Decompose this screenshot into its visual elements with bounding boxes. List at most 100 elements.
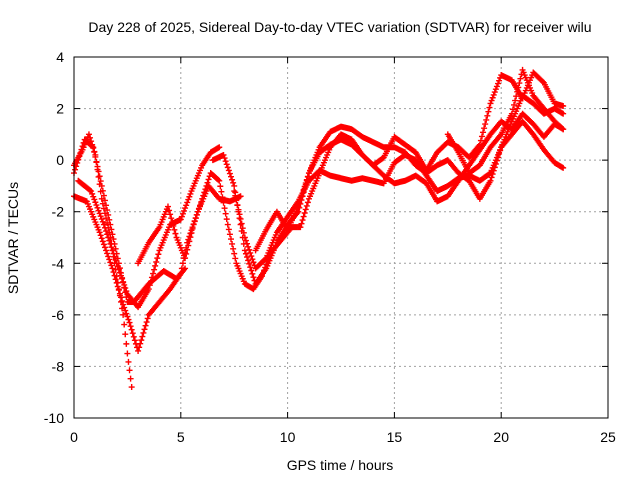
data-point (512, 97, 519, 104)
data-point (143, 319, 150, 326)
data-point (121, 281, 128, 288)
data-point (186, 193, 193, 200)
data-point (231, 188, 238, 195)
data-point (125, 316, 132, 323)
data-point (511, 101, 518, 108)
data-point (182, 205, 189, 212)
data-point (72, 166, 79, 173)
data-point (98, 182, 105, 189)
data-point (476, 141, 483, 148)
data-point (115, 287, 122, 294)
data-point (126, 319, 133, 326)
data-point (237, 221, 244, 228)
x-tick-label: 25 (600, 429, 616, 445)
data-point (107, 259, 114, 266)
plot-frame (73, 56, 609, 419)
data-point (117, 272, 124, 279)
data-point (226, 231, 233, 238)
data-point (96, 210, 103, 217)
data-point (298, 220, 305, 227)
data-point (97, 213, 104, 220)
data-point (237, 193, 244, 200)
data-point (297, 224, 304, 231)
data-point (119, 297, 126, 304)
data-point (246, 246, 253, 253)
series-trace-9 (444, 66, 567, 177)
y-axis-label: SDTVAR / TECUs (5, 182, 21, 294)
data-point (222, 210, 229, 217)
data-point (99, 238, 106, 245)
data-point (221, 205, 228, 212)
data-point (138, 337, 145, 344)
data-point (103, 202, 110, 209)
y-tick-label: -6 (52, 307, 65, 323)
data-point (127, 375, 134, 382)
data-point (201, 189, 208, 196)
data-point (101, 244, 108, 251)
data-point (297, 196, 304, 203)
data-point (303, 202, 310, 209)
data-point (216, 144, 223, 151)
data-point (188, 229, 195, 236)
data-point (179, 210, 186, 217)
data-point (91, 196, 98, 203)
data-point (182, 255, 189, 262)
data-point (120, 311, 127, 318)
data-point (492, 86, 499, 93)
data-point (229, 176, 236, 183)
data-point (94, 163, 101, 170)
data-point (219, 194, 226, 201)
data-point (122, 285, 129, 292)
data-point (560, 126, 567, 133)
data-point (223, 161, 230, 168)
data-point (513, 93, 520, 100)
data-point (105, 253, 112, 260)
data-point (101, 224, 108, 231)
data-point (74, 159, 81, 166)
data-point (487, 177, 494, 184)
data-point (244, 240, 251, 247)
data-point (236, 211, 243, 218)
data-point (170, 222, 177, 229)
data-point (299, 217, 306, 224)
data-point (131, 337, 138, 344)
data-point (145, 286, 152, 293)
data-point (203, 182, 210, 189)
data-point (244, 254, 251, 261)
data-point (107, 221, 114, 228)
data-point (92, 199, 99, 206)
data-point (167, 211, 174, 218)
data-point (96, 229, 103, 236)
y-tick-label: -8 (52, 358, 65, 374)
data-point (114, 263, 121, 270)
data-point (98, 235, 105, 242)
data-point (129, 330, 136, 337)
data-point (123, 310, 130, 317)
data-point (106, 256, 113, 263)
data-point (204, 179, 211, 186)
data-point (185, 242, 192, 249)
x-tick-label: 0 (70, 429, 78, 445)
data-point (117, 294, 124, 301)
data-point (239, 225, 246, 232)
data-point (148, 274, 155, 281)
data-point (93, 158, 100, 165)
data-point (225, 226, 232, 233)
data-point (242, 237, 249, 244)
data-point (486, 170, 493, 177)
data-point (116, 290, 123, 297)
data-point (485, 108, 492, 115)
chart-title: Day 228 of 2025, Sidereal Day-to-day VTE… (88, 19, 591, 35)
data-point (177, 216, 184, 223)
series-trace-4 (75, 144, 223, 311)
data-point (250, 274, 257, 281)
data-point (299, 190, 306, 197)
data-point (108, 262, 115, 269)
data-point (225, 167, 232, 174)
data-point (247, 264, 254, 271)
data-point (516, 80, 523, 87)
data-point (101, 197, 108, 204)
data-point (130, 333, 137, 340)
data-point (112, 245, 119, 252)
y-tick-label: 4 (56, 49, 64, 65)
